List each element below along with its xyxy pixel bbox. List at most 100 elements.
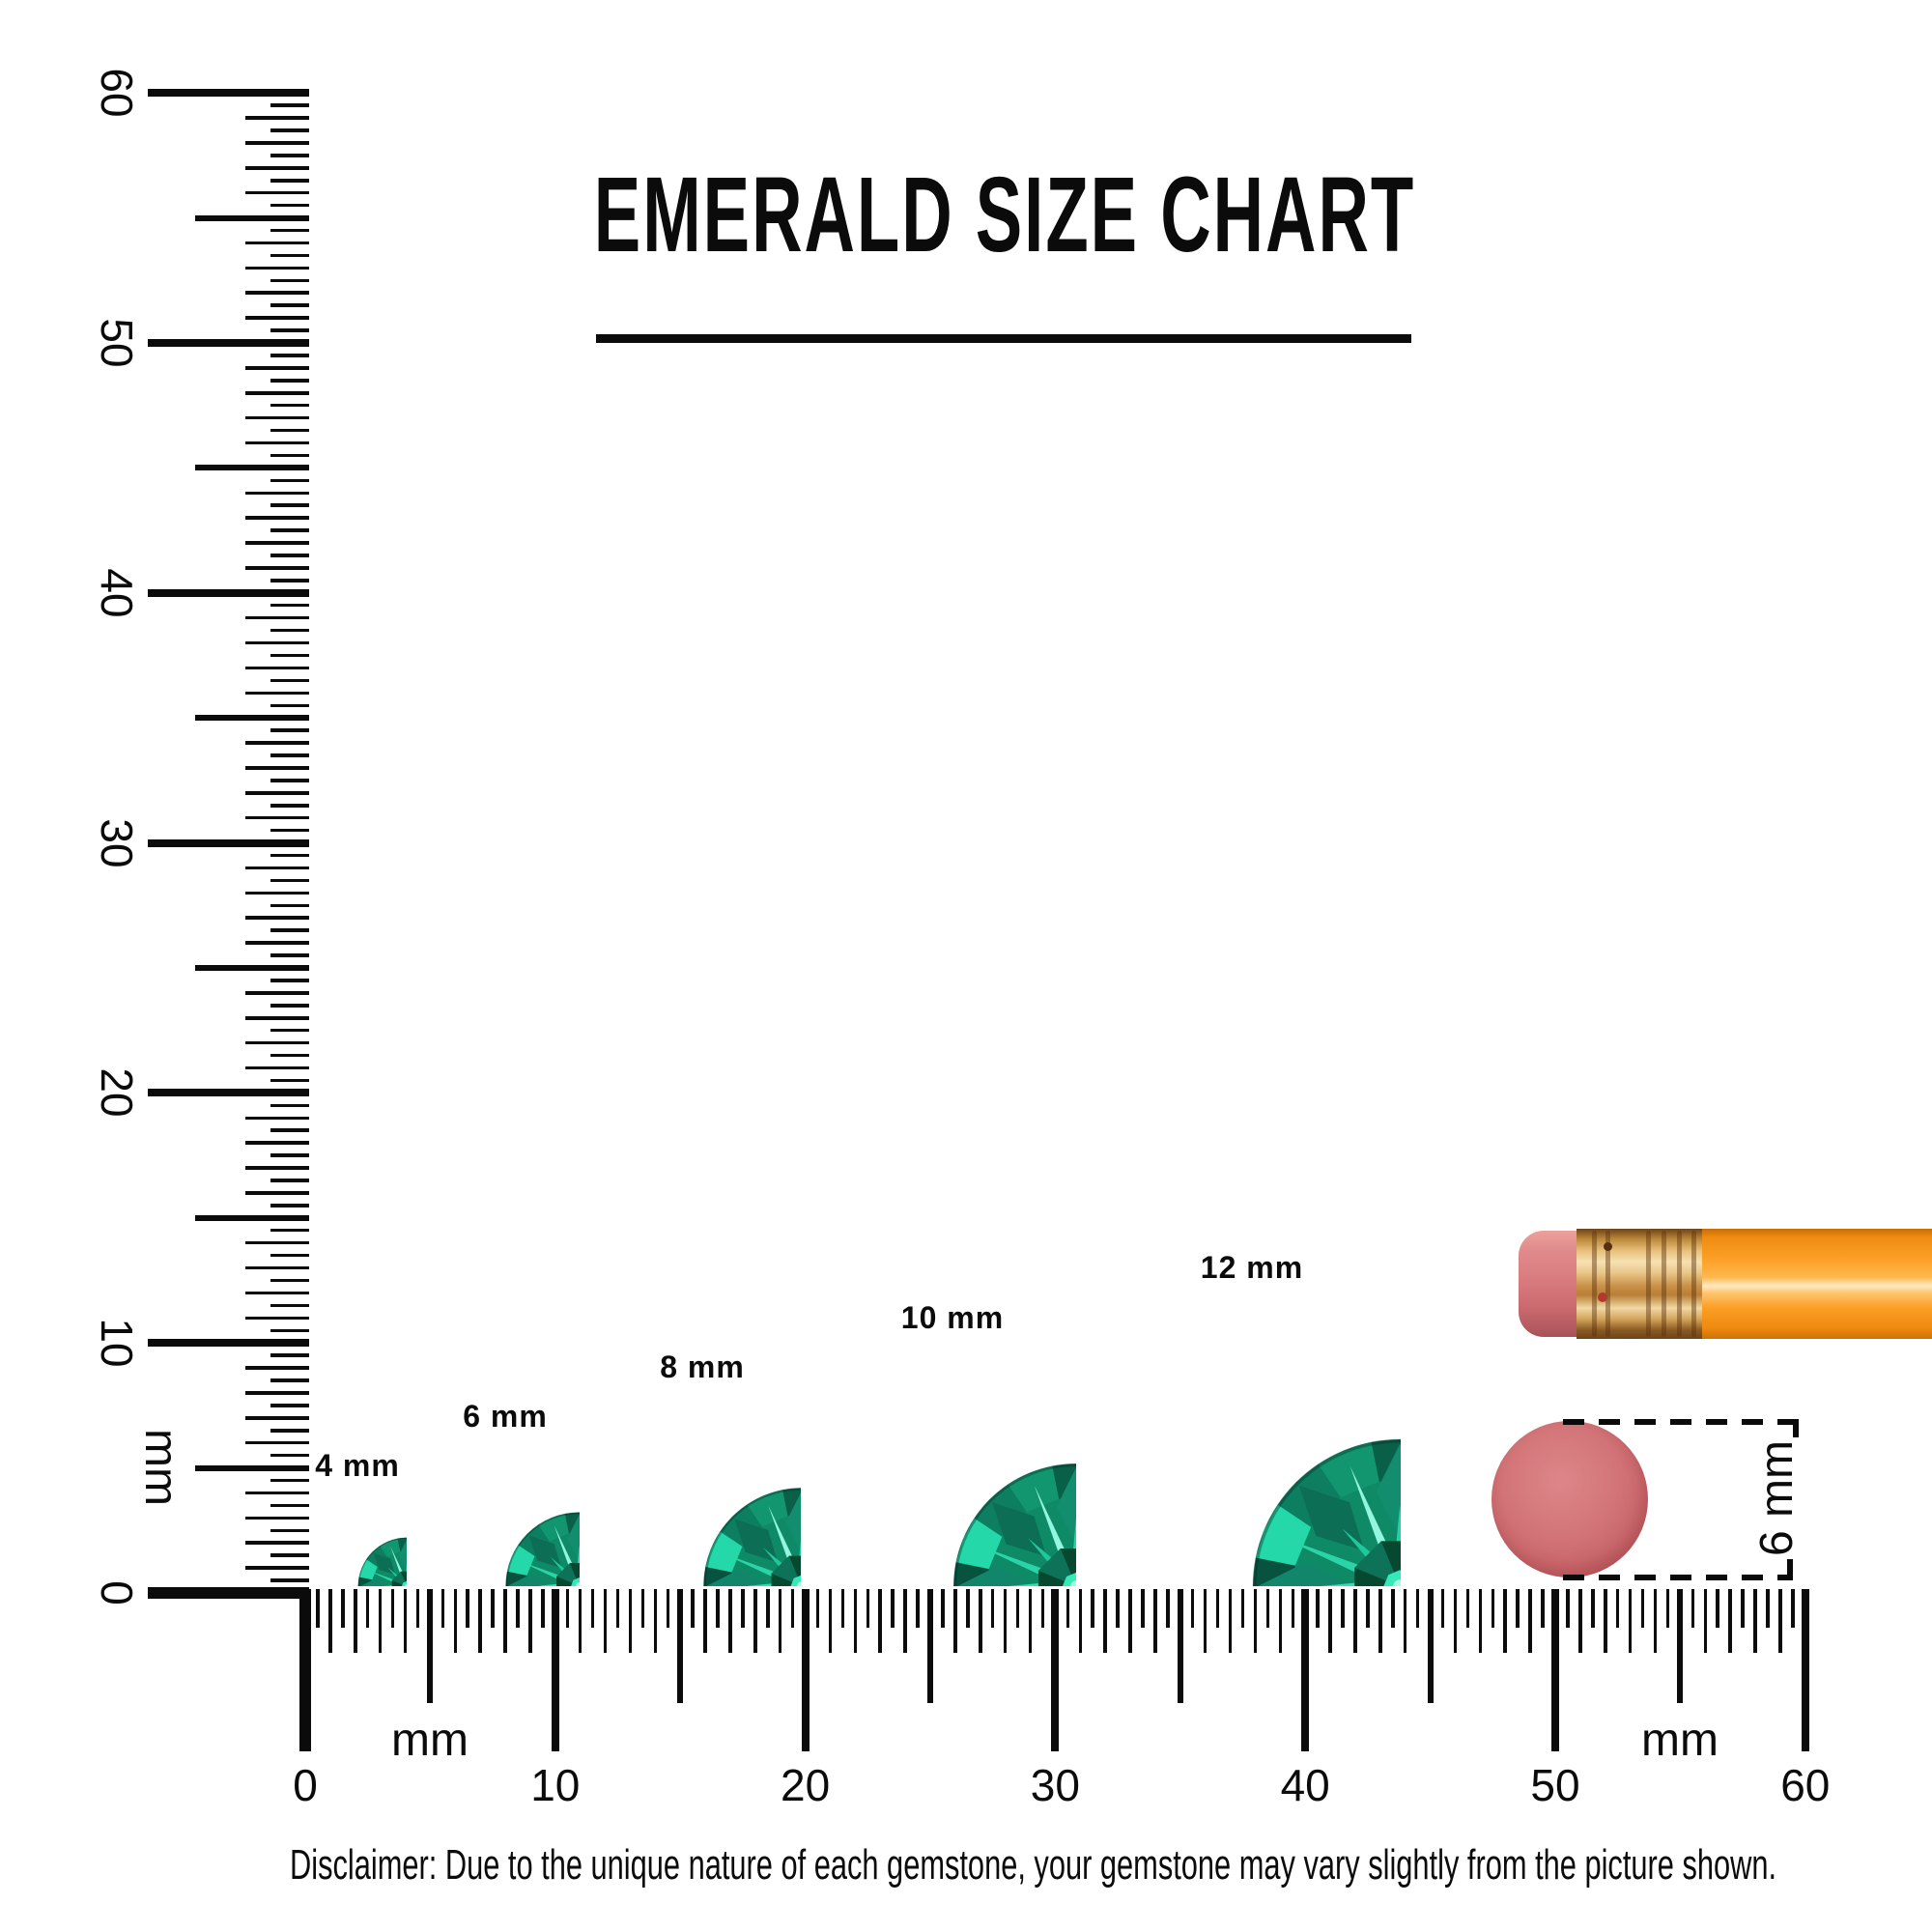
v-tick-half [270, 354, 309, 357]
h-tick-minor [1653, 1589, 1658, 1653]
h-tick-minor [953, 1589, 957, 1653]
v-tick-half [270, 528, 309, 532]
v-tick-major [148, 339, 309, 347]
v-tick-minor [245, 316, 309, 320]
h-tick-half [790, 1589, 795, 1628]
h-tick-half [541, 1589, 545, 1628]
h-tick-half [666, 1589, 669, 1628]
v-tick-mid [195, 1214, 309, 1221]
h-tick-minor [1503, 1589, 1507, 1653]
v-ruler-number: 40 [92, 568, 142, 618]
h-tick-half [766, 1589, 770, 1628]
gem-8mm-icon [604, 1388, 802, 1586]
v-tick-minor [245, 491, 309, 496]
h-tick-minor [578, 1589, 582, 1653]
h-tick-minor [1228, 1589, 1233, 1653]
h-tick-half [941, 1589, 945, 1628]
v-ruler-number: 0 [92, 1580, 142, 1605]
measure-dash-top [1563, 1419, 1799, 1425]
h-tick-minor [528, 1589, 532, 1653]
v-tick-minor [245, 666, 309, 670]
v-tick-minor [245, 815, 309, 820]
h-tick-half [966, 1589, 970, 1628]
h-tick-minor [1078, 1589, 1083, 1653]
v-tick-half [270, 1028, 309, 1033]
v-tick-half [270, 1328, 309, 1332]
v-tick-half [270, 753, 309, 757]
v-tick-half [270, 1353, 309, 1357]
h-tick-half [1240, 1589, 1245, 1628]
v-tick-half [270, 1228, 309, 1233]
h-tick-half [1465, 1589, 1470, 1628]
v-tick-minor [245, 916, 309, 920]
v-tick-major [148, 1339, 309, 1348]
v-ruler-number: 50 [92, 318, 142, 368]
gem-size-label: 12 mm [1200, 1250, 1304, 1286]
v-tick-minor [245, 1291, 309, 1295]
h-tick-half [1091, 1589, 1094, 1628]
v-tick-minor [245, 1316, 309, 1321]
h-tick-half [1141, 1589, 1145, 1628]
ferrule-dot [1604, 1242, 1612, 1251]
gem-4mm-icon [308, 1488, 407, 1586]
v-tick-half [270, 603, 309, 608]
h-tick-half [390, 1589, 395, 1628]
h-tick-minor [1728, 1589, 1732, 1653]
h-tick-half [415, 1589, 420, 1628]
h-tick-major [801, 1589, 810, 1751]
h-tick-half [1190, 1589, 1195, 1628]
h-tick-half [1065, 1589, 1070, 1628]
v-tick-minor [245, 1541, 309, 1545]
h-tick-mid [1427, 1589, 1434, 1703]
h-tick-half [990, 1589, 995, 1628]
v-tick-half [270, 1153, 309, 1157]
h-ruler-number: 10 [530, 1760, 581, 1810]
disclaimer-text: Disclaimer: Due to the unique nature of … [290, 1841, 1777, 1889]
h-tick-minor [1628, 1589, 1633, 1653]
h-tick-major [1551, 1589, 1559, 1751]
h-tick-minor [1528, 1589, 1532, 1653]
v-tick-half [270, 1204, 309, 1208]
h-tick-half [1516, 1589, 1520, 1628]
h-tick-half [1741, 1589, 1745, 1628]
h-tick-mid [927, 1589, 933, 1703]
h-tick-half [440, 1589, 445, 1628]
h-tick-half [1491, 1589, 1495, 1628]
v-tick-half [270, 1278, 309, 1283]
h-tick-half [1040, 1589, 1045, 1628]
v-tick-half [270, 703, 309, 707]
h-tick-half [741, 1589, 745, 1628]
h-tick-half [815, 1589, 820, 1628]
v-tick-minor [245, 291, 309, 295]
v-tick-half [270, 328, 309, 332]
v-tick-mid [195, 465, 309, 471]
v-ruler-number: 20 [92, 1067, 142, 1118]
v-tick-half [270, 628, 309, 633]
eraser-disc-icon [1492, 1421, 1648, 1577]
v-tick-minor [245, 615, 309, 620]
ferrule-dot [1598, 1293, 1607, 1302]
v-tick-half [270, 503, 309, 507]
h-tick-major [1301, 1589, 1310, 1751]
pencil-ferrule-icon [1577, 1229, 1702, 1339]
h-tick-minor [653, 1589, 658, 1653]
ferrule-crimp-line [1677, 1231, 1682, 1337]
h-tick-half [1541, 1589, 1545, 1628]
v-tick-minor [245, 866, 309, 870]
h-tick-half [640, 1589, 645, 1628]
h-tick-minor [354, 1589, 357, 1653]
v-tick-minor [245, 266, 309, 270]
v-tick-minor [245, 640, 309, 645]
h-tick-half [565, 1589, 570, 1628]
v-tick-half [270, 228, 309, 233]
v-tick-minor [245, 366, 309, 370]
v-tick-minor [245, 566, 309, 570]
v-tick-minor [245, 166, 309, 170]
v-tick-half [270, 953, 309, 957]
v-tick-minor [245, 541, 309, 545]
v-tick-minor [245, 391, 309, 395]
h-tick-half [516, 1589, 520, 1628]
h-tick-half [1341, 1589, 1345, 1628]
eraser-size-label: 6 mm [1751, 1440, 1803, 1556]
h-tick-half [866, 1589, 870, 1628]
